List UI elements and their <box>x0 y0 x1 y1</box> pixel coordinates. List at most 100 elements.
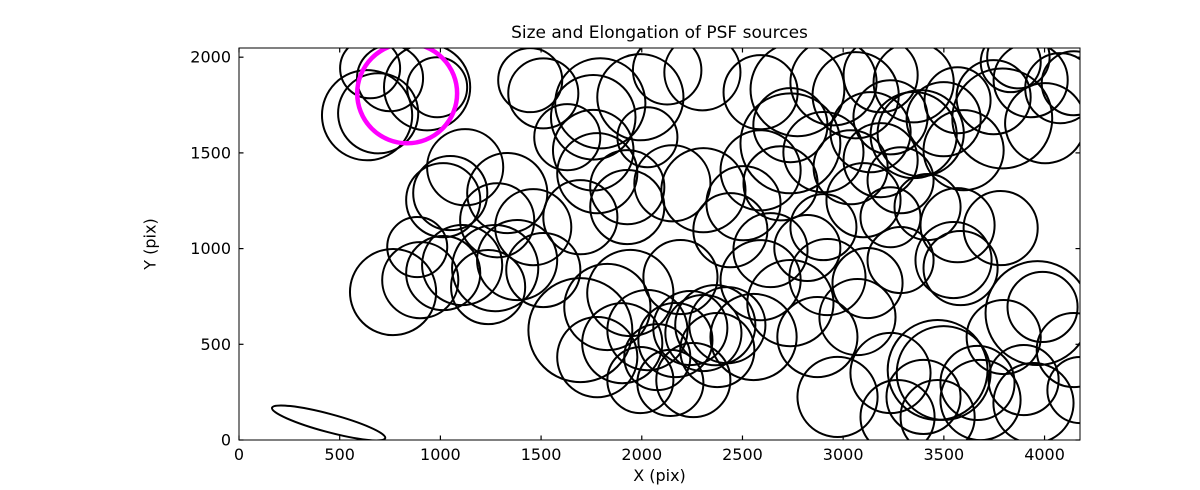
psf-ellipse <box>507 57 580 130</box>
psf-ellipse <box>337 72 420 155</box>
psf-ellipse <box>992 48 1069 119</box>
psf-ellipse <box>655 342 732 419</box>
psf-ellipse <box>876 89 965 178</box>
x-tick-label: 0 <box>234 445 244 464</box>
y-tick-label: 1500 <box>190 143 231 162</box>
x-tick-label: 2500 <box>722 445 763 464</box>
psf-ellipse <box>746 259 835 348</box>
psf-ellipse <box>979 48 1042 94</box>
psf-ellipse <box>563 262 652 352</box>
psf-ellipse <box>739 92 842 195</box>
psf-ellipse <box>589 149 666 226</box>
psf-ellipse <box>476 219 559 302</box>
plot-frame <box>238 47 1081 441</box>
psf-ellipse <box>782 111 865 194</box>
psf-ellipse <box>984 260 1080 367</box>
psf-ellipse <box>554 57 647 150</box>
psf-ellipse <box>919 187 996 264</box>
psf-ellipse <box>663 48 742 112</box>
psf-ellipse <box>405 162 482 239</box>
psf-ellipse <box>586 248 675 338</box>
psf-ellipse <box>606 289 689 372</box>
psf-ellipse <box>899 378 976 440</box>
psf-ellipse <box>895 325 992 421</box>
psf-ellipse <box>664 293 743 373</box>
psf-ellipse <box>922 109 1005 192</box>
psf-ellipse <box>776 295 859 379</box>
x-tick-label: 3000 <box>823 445 864 464</box>
psf-ellipse <box>636 348 705 417</box>
psf-ellipse <box>406 56 469 119</box>
psf-ellipse <box>965 298 1042 376</box>
psf-ellipse <box>383 48 472 132</box>
psf-ellipse <box>692 192 769 269</box>
psf-ellipse <box>412 155 489 232</box>
psf-ellipse <box>320 69 414 162</box>
psf-ellipse <box>825 162 902 239</box>
psf-ellipse <box>951 67 1054 170</box>
psf-ellipse <box>633 144 712 223</box>
psf-ellipse <box>922 230 999 307</box>
psf-ellipse <box>987 344 1060 417</box>
psf-ellipse <box>1035 311 1080 389</box>
psf-ellipse <box>505 231 582 309</box>
psf-ellipse <box>549 73 637 161</box>
psf-ellipse-layer <box>270 48 1080 440</box>
psf-ellipse <box>789 193 858 262</box>
psf-ellipse <box>631 48 703 106</box>
psf-ellipse <box>829 91 912 174</box>
psf-ellipse <box>642 239 719 316</box>
psf-ellipse <box>674 284 757 367</box>
psf-ellipse <box>732 212 809 289</box>
psf-ellipse <box>348 247 438 337</box>
psf-ellipse <box>589 169 666 246</box>
psf-ellipse <box>842 48 919 114</box>
psf-ellipse <box>939 344 1016 422</box>
psf-ellipse <box>450 249 527 326</box>
x-tick-label: 3500 <box>924 445 965 464</box>
psf-ellipse <box>381 241 460 320</box>
psf-ellipse <box>914 221 993 300</box>
psf-ellipse <box>542 179 619 256</box>
y-tick-label: 2000 <box>190 48 231 67</box>
psf-ellipse <box>842 122 919 199</box>
psf-ellipse <box>1006 270 1079 344</box>
psf-ellipse <box>709 292 798 382</box>
psf-ellipse <box>606 346 675 415</box>
x-tick-label: 1500 <box>521 445 562 464</box>
psf-ellipse <box>788 238 867 317</box>
psf-ellipse <box>866 146 935 215</box>
psf-ellipse <box>556 316 639 399</box>
psf-ellipse <box>962 190 1039 267</box>
psf-ellipse <box>749 48 846 138</box>
psf-ellipse <box>339 48 402 100</box>
x-tick-label: 2000 <box>621 445 662 464</box>
psf-ellipse <box>1046 356 1080 425</box>
psf-ellipse <box>596 53 685 142</box>
psf-ellipse <box>992 361 1075 440</box>
psf-ellipse <box>885 358 962 435</box>
psf-ellipse <box>812 129 889 206</box>
psf-ellipse <box>616 106 679 169</box>
x-axis-label: X (pix) <box>633 466 686 485</box>
y-tick-label: 0 <box>221 431 231 450</box>
y-tick-label: 1000 <box>190 239 231 258</box>
psf-ellipse <box>986 48 1051 90</box>
chart-title: Size and Elongation of PSF sources <box>511 23 808 43</box>
y-axis-label: Y (pix) <box>140 218 160 270</box>
psf-ellipse <box>466 152 549 235</box>
psf-ellipse <box>660 147 747 234</box>
psf-ellipse <box>652 289 729 367</box>
psf-ellipse <box>421 223 504 307</box>
psf-ellipse <box>556 132 639 215</box>
x-tick-label: 1000 <box>420 445 461 464</box>
psf-ellipse <box>719 239 802 322</box>
psf-ellipse <box>905 81 982 158</box>
highlighted-psf-ellipse <box>354 48 460 146</box>
psf-ellipse <box>386 216 449 279</box>
psf-ellipse <box>831 247 904 320</box>
psf-ellipse <box>849 331 932 415</box>
psf-ellipse <box>679 311 756 389</box>
psf-ellipse <box>869 90 958 180</box>
